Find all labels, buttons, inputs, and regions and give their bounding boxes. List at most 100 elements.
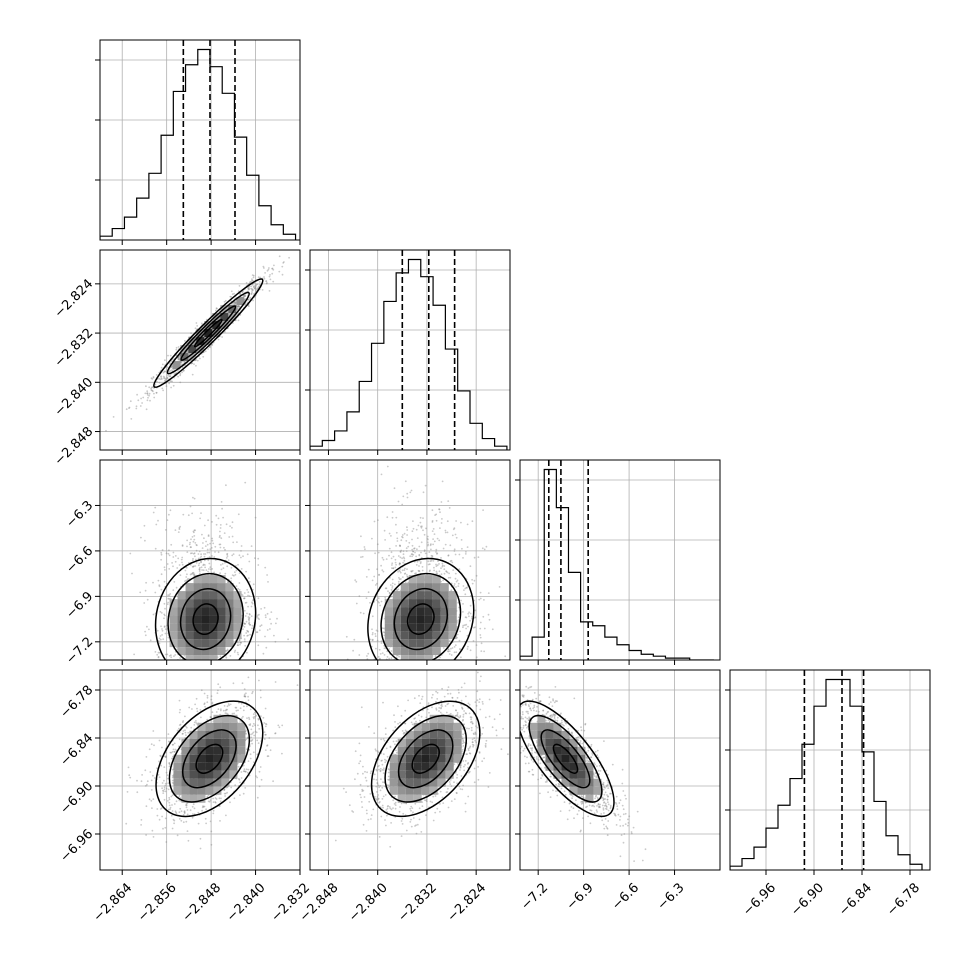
sample-point — [269, 618, 271, 620]
sample-point — [465, 623, 468, 626]
sample-point — [183, 654, 186, 657]
sample-point — [197, 811, 200, 814]
sample-point — [166, 774, 169, 777]
sample-point — [371, 579, 374, 582]
sample-point — [403, 573, 406, 575]
sample-point — [181, 544, 184, 547]
sample-point — [435, 572, 438, 575]
sample-point — [234, 302, 237, 305]
sample-point — [160, 553, 163, 556]
sample-point — [194, 703, 197, 706]
histogram-step — [310, 258, 508, 450]
sample-point — [151, 807, 153, 809]
sample-point — [190, 546, 192, 548]
sample-point — [388, 532, 391, 535]
sample-point — [166, 377, 169, 380]
sample-point — [418, 682, 420, 684]
sample-point — [153, 392, 155, 395]
sample-point — [128, 406, 131, 409]
density-cell — [432, 591, 441, 600]
sample-point — [140, 397, 143, 400]
sample-point — [252, 716, 255, 719]
sample-point — [466, 634, 469, 637]
sample-point — [242, 295, 245, 297]
sample-point — [450, 559, 453, 562]
sample-point — [177, 661, 179, 663]
sample-point — [140, 536, 142, 539]
sample-point — [400, 665, 402, 667]
sample-point — [448, 639, 451, 642]
sample-point — [203, 555, 206, 558]
sample-point — [446, 520, 449, 523]
sample-point — [466, 523, 469, 526]
sample-point — [380, 640, 383, 642]
sample-point — [144, 769, 147, 772]
sample-point — [405, 540, 408, 542]
sample-point — [431, 556, 434, 559]
sample-point — [237, 644, 240, 647]
sample-point — [224, 795, 227, 797]
sample-point — [211, 521, 213, 523]
sample-point — [365, 661, 367, 663]
sample-point — [432, 528, 435, 530]
sample-point — [479, 627, 482, 630]
sample-point — [157, 656, 160, 658]
sample-point — [171, 380, 174, 383]
sample-point — [160, 377, 163, 380]
sample-point — [219, 655, 222, 658]
histogram-step — [520, 468, 714, 660]
sample-point — [192, 552, 195, 555]
sample-point — [414, 551, 416, 554]
sample-point — [214, 797, 217, 799]
sample-point — [230, 296, 233, 298]
sample-point — [371, 633, 374, 636]
sample-point — [163, 566, 166, 569]
sample-point — [158, 381, 161, 384]
sample-point — [192, 571, 195, 574]
sample-point — [244, 298, 246, 301]
sample-point — [243, 640, 246, 643]
sample-point — [224, 331, 226, 333]
density-cell — [408, 599, 417, 608]
sample-point — [233, 574, 235, 577]
sample-point — [447, 500, 450, 502]
sample-point — [266, 755, 269, 758]
sample-point — [460, 521, 462, 524]
sample-point — [251, 283, 254, 286]
sample-point — [248, 619, 251, 622]
sample-point — [164, 628, 167, 631]
sample-point — [367, 652, 370, 655]
sample-point — [154, 651, 157, 653]
sample-point — [185, 566, 188, 569]
sample-point — [399, 556, 402, 559]
sample-point — [219, 572, 222, 575]
scatter-panel-0-2 — [95, 459, 301, 668]
sample-point — [191, 552, 193, 555]
sample-point — [162, 792, 165, 794]
sample-point — [163, 625, 166, 628]
sample-point — [237, 762, 239, 765]
sample-point — [168, 375, 171, 378]
sample-point — [136, 791, 139, 794]
sample-point — [193, 565, 195, 568]
sample-point — [404, 581, 407, 584]
sample-point — [345, 635, 348, 638]
sample-point — [247, 663, 249, 665]
sample-point — [416, 665, 418, 667]
density-cell — [408, 631, 417, 640]
sample-point — [381, 696, 383, 698]
sample-point — [237, 305, 239, 308]
sample-point — [238, 582, 241, 584]
sample-point — [164, 666, 166, 668]
sample-point — [157, 651, 160, 654]
sample-point — [219, 546, 222, 549]
sample-point — [250, 739, 253, 742]
density-cell — [416, 655, 425, 660]
sample-point — [244, 644, 247, 647]
sample-point — [237, 319, 240, 322]
sample-point — [379, 657, 381, 660]
sample-point — [448, 572, 450, 575]
sample-point — [150, 789, 153, 791]
sample-point — [170, 664, 172, 666]
sample-point — [399, 545, 401, 547]
